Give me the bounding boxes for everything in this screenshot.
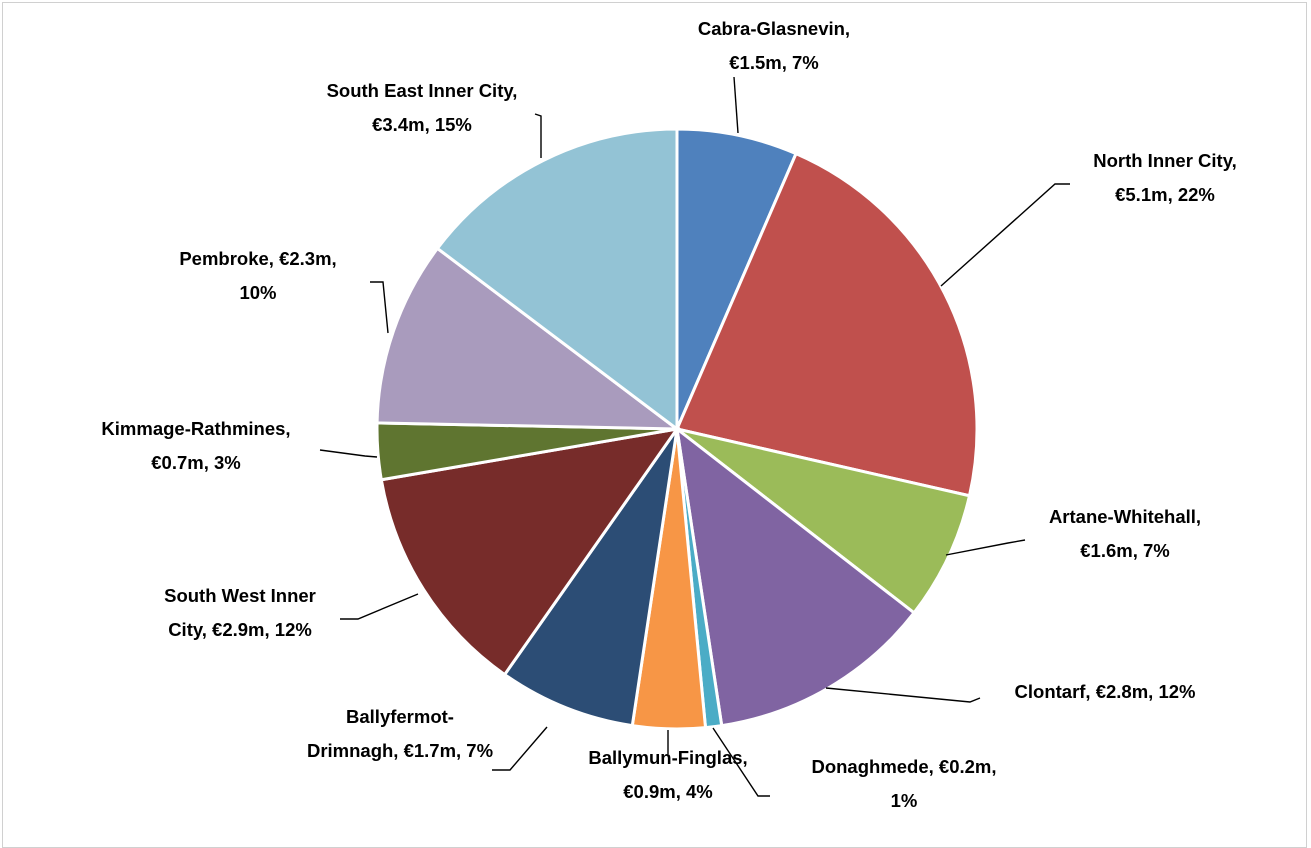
pie-slice-ballyfermot-drimnagh (502, 428, 679, 728)
data-label-line: South East Inner City, (327, 80, 518, 101)
pie-slice-artane-whitehall (676, 427, 972, 615)
data-label-artane-whitehall: Artane-Whitehall, €1.6m, 7% (1049, 506, 1201, 561)
leader-line-ballyfermot-drimnagh (492, 726, 548, 771)
data-label-line: €1.5m, 7% (729, 52, 818, 73)
data-label-line: Pembroke, €2.3m, (179, 248, 336, 269)
data-label-ballymun-finglas: Ballymun-Finglas, €0.9m, 4% (588, 747, 747, 802)
data-label-line: Artane-Whitehall, (1049, 506, 1201, 527)
pie-slice-north-inner-city (674, 151, 979, 498)
leader-line-south-east-inner-city (534, 113, 542, 158)
data-label-donaghmede: Donaghmede, €0.2m, 1% (811, 756, 996, 811)
data-label-cabra-glasnevin: Cabra-Glasnevin, €1.5m, 7% (698, 18, 850, 73)
pie-slice-south-west-inner-city (379, 426, 681, 677)
data-label-line: 1% (891, 790, 918, 811)
data-label-south-west-inner-city: South West Inner City, €2.9m, 12% (164, 585, 316, 640)
data-label-line: €0.9m, 4% (623, 781, 712, 802)
data-label-line: €0.7m, 3% (151, 452, 240, 473)
data-label-north-inner-city: North Inner City, €5.1m, 22% (1093, 150, 1237, 205)
data-label-line: South West Inner (164, 585, 316, 606)
data-label-line: Ballyfermot- (346, 706, 454, 727)
data-label-line: €1.6m, 7% (1080, 540, 1169, 561)
pie-slice-south-east-inner-city (435, 127, 679, 433)
data-label-ballyfermot-drimnagh: Ballyfermot- Drimnagh, €1.7m, 7% (307, 706, 493, 761)
data-label-line: Donaghmede, €0.2m, (811, 756, 996, 777)
pie-slice-cabra-glasnevin (675, 127, 799, 430)
data-label-line: Clontarf, €2.8m, 12% (1015, 681, 1196, 702)
pie-slice-pembroke (375, 246, 682, 431)
data-label-kimmage-rathmines: Kimmage-Rathmines, €0.7m, 3% (101, 418, 290, 473)
data-label-line: Kimmage-Rathmines, (101, 418, 290, 439)
leader-line-cabra-glasnevin (733, 76, 739, 134)
pie-slices (375, 127, 979, 731)
data-label-line: Drimnagh, €1.7m, 7% (307, 740, 493, 761)
data-label-line: €5.1m, 22% (1115, 184, 1215, 205)
leader-line-kimmage-rathmines (319, 449, 378, 458)
leader-line-artane-whitehall (945, 539, 1026, 556)
leader-line-north-inner-city (940, 183, 1070, 287)
leader-line-clontarf (825, 687, 981, 703)
leader-line-south-west-inner-city (340, 593, 419, 620)
data-label-line: Ballymun-Finglas, (588, 747, 747, 768)
data-label-pembroke: Pembroke, €2.3m, 10% (179, 248, 336, 303)
leader-line-donaghmede (712, 727, 770, 797)
data-label-clontarf: Clontarf, €2.8m, 12% (1015, 681, 1196, 702)
data-label-line: 10% (239, 282, 276, 303)
data-label-south-east-inner-city: South East Inner City, €3.4m, 15% (327, 80, 518, 135)
data-label-line: €3.4m, 15% (372, 114, 472, 135)
data-label-line: North Inner City, (1093, 150, 1237, 171)
data-labels: Cabra-Glasnevin, €1.5m, 7% North Inner Cit… (101, 18, 1236, 811)
data-label-line: Cabra-Glasnevin, (698, 18, 850, 39)
leader-line-pembroke (370, 281, 389, 334)
data-label-line: City, €2.9m, 12% (168, 619, 312, 640)
leader-lines (319, 76, 1070, 797)
